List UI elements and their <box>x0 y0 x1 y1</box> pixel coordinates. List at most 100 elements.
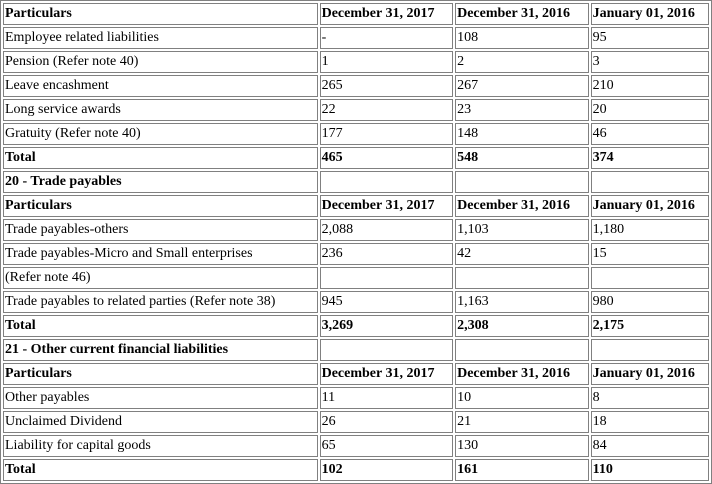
value-cell: 148 <box>455 123 589 145</box>
value-cell: 177 <box>319 123 454 145</box>
value-cell: 20 <box>590 99 709 121</box>
table-row: Leave encashment 265 267 210 <box>3 75 709 97</box>
value-cell: 2,088 <box>319 219 454 241</box>
value-cell: 108 <box>455 27 589 49</box>
value-cell: 15 <box>590 243 709 265</box>
value-cell: 2,308 <box>455 315 589 337</box>
table-row: Particulars December 31, 2017 December 31,… <box>3 363 709 385</box>
table-row: 20 - Trade payables <box>3 171 709 193</box>
value-cell: 84 <box>590 435 709 457</box>
row-label-cell: Total <box>3 147 318 169</box>
row-label-cell: Trade payables-others <box>3 219 318 241</box>
value-cell: 1,103 <box>455 219 589 241</box>
row-label-cell: Total <box>3 459 318 481</box>
value-cell: December 31, 2016 <box>455 3 589 25</box>
table-row: Long service awards 22 23 20 <box>3 99 709 121</box>
value-cell: January 01, 2016 <box>590 3 709 25</box>
table-row: Total 3,269 2,308 2,175 <box>3 315 709 337</box>
row-label-cell: Other payables <box>3 387 318 409</box>
row-label-cell: Particulars <box>3 3 318 25</box>
row-label-cell: (Refer note 46) <box>3 267 318 289</box>
value-cell: 11 <box>319 387 454 409</box>
value-cell: 1,163 <box>455 291 589 313</box>
value-cell: 265 <box>319 75 454 97</box>
value-cell: 2 <box>455 51 589 73</box>
table-row: Other payables 11 10 8 <box>3 387 709 409</box>
row-label-cell: Particulars <box>3 195 318 217</box>
table-row: Gratuity (Refer note 40) 177 148 46 <box>3 123 709 145</box>
table-row: Total 465 548 374 <box>3 147 709 169</box>
row-label-cell: Long service awards <box>3 99 318 121</box>
value-cell: 65 <box>319 435 454 457</box>
value-cell: December 31, 2017 <box>319 363 454 385</box>
value-cell: 267 <box>455 75 589 97</box>
value-cell: January 01, 2016 <box>590 195 709 217</box>
value-cell: 3,269 <box>319 315 454 337</box>
value-cell: 3 <box>590 51 709 73</box>
row-label-cell: Particulars <box>3 363 318 385</box>
row-label-cell: Leave encashment <box>3 75 318 97</box>
value-cell: 548 <box>455 147 589 169</box>
value-cell: December 31, 2016 <box>455 195 589 217</box>
table-row: Trade payables to related parties (Refer… <box>3 291 709 313</box>
value-cell <box>455 339 589 361</box>
value-cell: 8 <box>590 387 709 409</box>
row-label-cell: Pension (Refer note 40) <box>3 51 318 73</box>
value-cell: December 31, 2017 <box>319 195 454 217</box>
value-cell: 10 <box>455 387 589 409</box>
value-cell: December 31, 2016 <box>455 363 589 385</box>
value-cell: 110 <box>590 459 709 481</box>
row-label-cell: Liability for capital goods <box>3 435 318 457</box>
table-row: Particulars December 31, 2017 December 31,… <box>3 195 709 217</box>
value-cell: 21 <box>455 411 589 433</box>
row-label-cell: Trade payables-Micro and Small enterpris… <box>3 243 318 265</box>
table-row: (Refer note 46) <box>3 267 709 289</box>
value-cell <box>319 171 454 193</box>
row-label-cell: Gratuity (Refer note 40) <box>3 123 318 145</box>
table-row: Trade payables-Micro and Small enterpris… <box>3 243 709 265</box>
row-label-cell: Employee related liabilities <box>3 27 318 49</box>
row-label-cell: 21 - Other current financial liabilities <box>3 339 318 361</box>
financial-table-body: Particulars December 31, 2017 December 31,… <box>3 3 709 481</box>
value-cell <box>319 267 454 289</box>
value-cell <box>319 339 454 361</box>
value-cell: January 01, 2016 <box>590 363 709 385</box>
value-cell: 465 <box>319 147 454 169</box>
value-cell: December 31, 2017 <box>319 3 454 25</box>
value-cell <box>455 267 589 289</box>
table-row: Particulars December 31, 2017 December 31,… <box>3 3 709 25</box>
table-row: Employee related liabilities -108 95 <box>3 27 709 49</box>
row-label-cell: Unclaimed Dividend <box>3 411 318 433</box>
table-row: Trade payables-others 2,088 1,103 1,180 <box>3 219 709 241</box>
value-cell: 161 <box>455 459 589 481</box>
value-cell: 23 <box>455 99 589 121</box>
value-cell: 18 <box>590 411 709 433</box>
value-cell: 1,180 <box>590 219 709 241</box>
table-row: Total 102 161 110 <box>3 459 709 481</box>
row-label-cell: 20 - Trade payables <box>3 171 318 193</box>
value-cell: 210 <box>590 75 709 97</box>
value-cell <box>455 171 589 193</box>
table-row: Unclaimed Dividend 26 21 18 <box>3 411 709 433</box>
value-cell <box>590 267 709 289</box>
value-cell: 236 <box>319 243 454 265</box>
value-cell: 130 <box>455 435 589 457</box>
value-cell: 980 <box>590 291 709 313</box>
value-cell: 22 <box>319 99 454 121</box>
value-cell <box>590 171 709 193</box>
row-label-cell: Total <box>3 315 318 337</box>
value-cell: 42 <box>455 243 589 265</box>
value-cell: 102 <box>319 459 454 481</box>
value-cell: 26 <box>319 411 454 433</box>
value-cell: 2,175 <box>590 315 709 337</box>
row-label-cell: Trade payables to related parties (Refer… <box>3 291 318 313</box>
value-cell: 95 <box>590 27 709 49</box>
table-row: Liability for capital goods 65 130 84 <box>3 435 709 457</box>
table-row: Pension (Refer note 40) 1 2 3 <box>3 51 709 73</box>
value-cell: 46 <box>590 123 709 145</box>
table-row: 21 - Other current financial liabilities <box>3 339 709 361</box>
value-cell <box>590 339 709 361</box>
value-cell: 374 <box>590 147 709 169</box>
value-cell: 945 <box>319 291 454 313</box>
